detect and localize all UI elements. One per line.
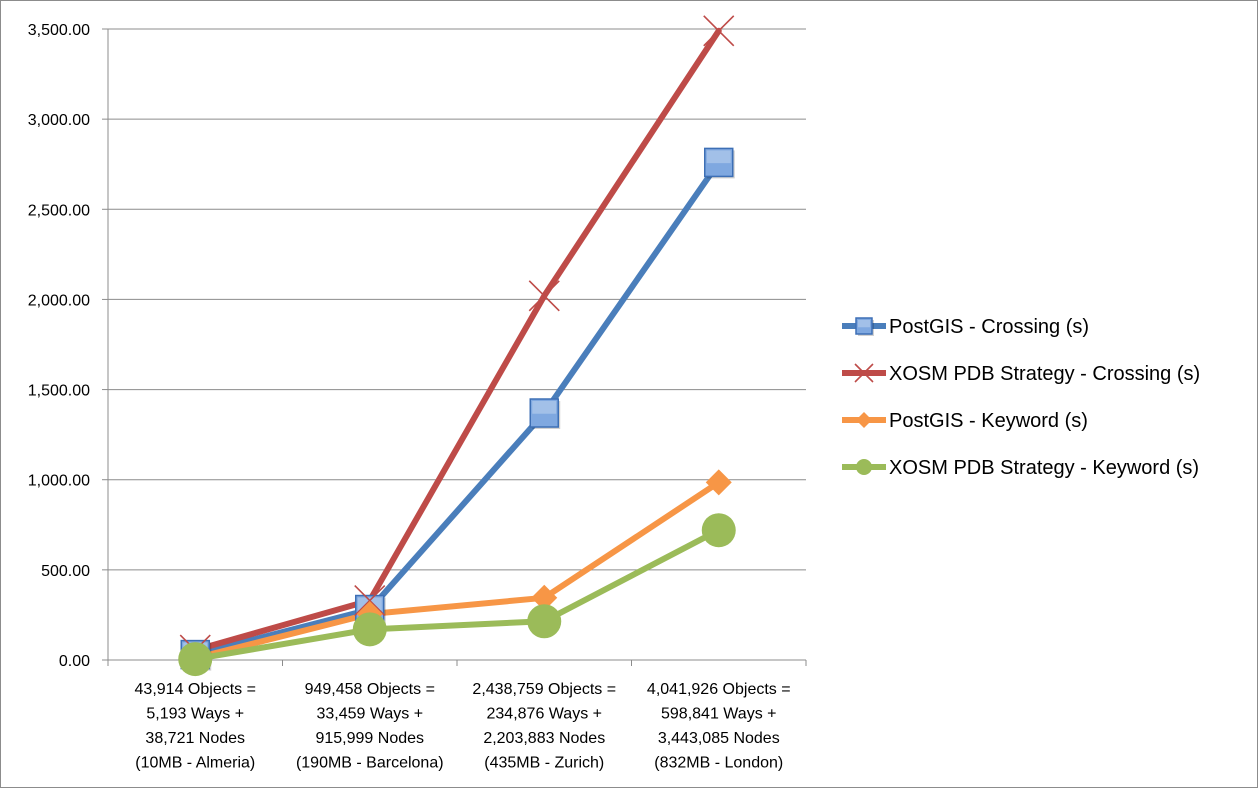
y-tick-label: 500.00: [41, 563, 90, 580]
data-point-s4-3: [527, 604, 562, 639]
x-tick-label: 949,458 Objects = 33,459 Ways +915,999 No…: [296, 681, 444, 772]
legend-item-2: XOSM PDB Strategy - Crossing (s): [842, 363, 1200, 385]
legend-item-1: PostGIS - Crossing (s): [842, 316, 1089, 338]
series-line-2: [192, 27, 722, 654]
data-point-s2-3: [528, 280, 560, 312]
y-tick-label: 2,500.00: [28, 202, 90, 219]
x-tick-labels: 43,914 Objects = 5,193 Ways +38,721 Nodes…: [135, 681, 791, 772]
gridlines: [108, 28, 806, 571]
data-point-s4-1: [178, 642, 213, 677]
legend-item-4: XOSM PDB Strategy - Keyword (s): [842, 457, 1199, 479]
x-tick-label: 4,041,926 Objects = 598,841 Ways +3,443,0…: [647, 681, 791, 772]
legend-swatch-marker: [856, 459, 872, 475]
series-line-1: [192, 159, 722, 658]
data-point-s3-4: [705, 469, 732, 496]
y-tick-label: 3,000.00: [28, 112, 90, 129]
data-point-s2-2: [354, 584, 386, 617]
legend-label: PostGIS - Crossing (s): [889, 316, 1089, 338]
y-tick-label: 2,000.00: [28, 292, 90, 309]
y-tick-label: 1,500.00: [28, 383, 90, 400]
legend-swatch-marker: [855, 317, 874, 336]
series-line-3: [192, 479, 722, 662]
data-point-s1-4: [704, 147, 735, 179]
data-point-s4-4: [701, 513, 736, 548]
data-point-s1-3: [529, 398, 561, 430]
legend-swatch-marker: [854, 363, 874, 383]
legend-item-3: PostGIS - Keyword (s): [842, 410, 1088, 432]
data-point-s2-4: [703, 15, 735, 47]
legend-swatch-marker: [856, 412, 872, 428]
legend-label: XOSM PDB Strategy - Keyword (s): [889, 457, 1199, 479]
series-markers: [178, 15, 736, 677]
series-line-4: [192, 527, 722, 663]
series-lines: [192, 27, 722, 663]
y-tick-label: 1,000.00: [28, 473, 90, 490]
data-point-s4-2: [352, 612, 387, 647]
legend-label: XOSM PDB Strategy - Crossing (s): [889, 363, 1200, 385]
x-tick-label: 2,438,759 Objects = 234,876 Ways +2,203,8…: [472, 681, 616, 772]
legend: PostGIS - Crossing (s) XOSM PDB Strategy …: [842, 316, 1200, 479]
data-point-s3-3: [531, 584, 558, 611]
axes: [102, 28, 807, 666]
legend-label: PostGIS - Keyword (s): [889, 410, 1088, 432]
x-tick-label: 43,914 Objects = 5,193 Ways +38,721 Nodes…: [135, 681, 256, 772]
y-tick-label: 0.00: [59, 653, 90, 670]
y-tick-labels: 0.00 500.00 1,000.00 1,500.00 2,000.00 2,500.…: [28, 22, 90, 670]
y-tick-label: 3,500.00: [28, 22, 90, 39]
